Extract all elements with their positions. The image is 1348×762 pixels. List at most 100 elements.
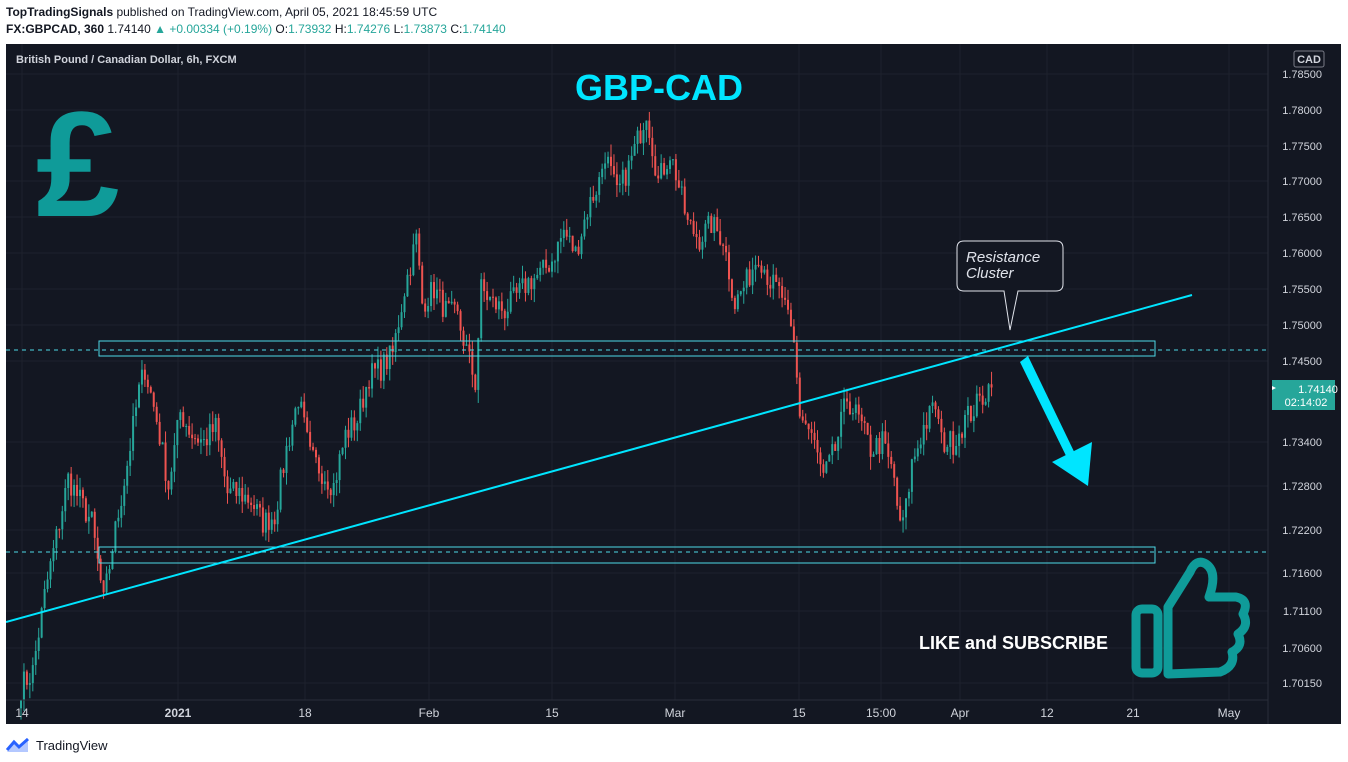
candle (261, 497, 264, 537)
candle (22, 663, 25, 712)
candle (135, 399, 138, 427)
candle (164, 431, 167, 493)
candle (840, 398, 843, 449)
candle (214, 414, 217, 442)
candle (300, 396, 303, 409)
y-tick-label: 1.71100 (1283, 606, 1322, 618)
candle (857, 396, 860, 424)
trend-line[interactable] (6, 294, 1193, 623)
candle (25, 669, 28, 690)
candle (654, 144, 657, 177)
candle (79, 477, 81, 508)
candle (291, 420, 294, 451)
y-tick-label: 1.77500 (1282, 141, 1322, 153)
candle (515, 282, 518, 302)
candle (539, 261, 542, 282)
candle (317, 454, 320, 482)
x-tick-label: 21 (1126, 706, 1140, 720)
candle (984, 398, 987, 406)
high-label: H: (334, 22, 347, 36)
chart-canvas[interactable]: Resistance Cluster GBP-CAD £ LIKE and SU… (6, 44, 1341, 724)
last-price: 1.74140 (107, 22, 151, 36)
candle (698, 229, 701, 252)
candle (382, 351, 385, 390)
candle (551, 253, 553, 278)
resistance-callout[interactable]: Resistance Cluster (956, 240, 1064, 331)
candle (556, 241, 559, 274)
y-tick-label: 1.75000 (1282, 320, 1322, 332)
candle (480, 273, 483, 342)
candle (347, 417, 350, 448)
candle (61, 505, 64, 540)
candles (20, 111, 993, 720)
candle (52, 539, 55, 572)
candle (893, 461, 896, 487)
candle (583, 211, 586, 240)
candle (701, 236, 704, 259)
candle (987, 382, 990, 408)
candle (76, 474, 79, 506)
candle (713, 214, 716, 242)
candle (663, 157, 666, 176)
candle (719, 218, 722, 246)
candle (81, 487, 84, 508)
candle (471, 341, 474, 388)
candle (851, 408, 854, 421)
candle (943, 427, 946, 454)
y-tick-label: 1.76000 (1282, 248, 1322, 260)
candle (250, 497, 253, 513)
candle (736, 290, 739, 312)
candle (981, 385, 984, 414)
candle (872, 451, 875, 457)
candle (138, 382, 140, 409)
candle (444, 292, 447, 318)
candle (695, 221, 698, 249)
like-subscribe-text[interactable]: LIKE and SUBSCRIBE (919, 633, 1108, 653)
candle (798, 372, 801, 419)
y-tick-label: 1.70150 (1282, 678, 1322, 690)
author-name[interactable]: TopTradingSignals (6, 5, 114, 19)
candle (934, 400, 937, 418)
candle (285, 437, 288, 485)
y-tick-label: 1.70600 (1282, 643, 1322, 655)
candle (64, 479, 67, 522)
candle (258, 500, 261, 517)
tradingview-logo-icon (6, 738, 29, 752)
candle (757, 255, 760, 268)
candle (105, 566, 108, 595)
candle (639, 123, 642, 144)
tradingview-brand[interactable]: TradingView (36, 737, 108, 753)
candle (916, 440, 919, 462)
candle (807, 423, 810, 440)
candle (123, 478, 126, 516)
candle (208, 413, 211, 456)
candle (149, 385, 152, 394)
candle (586, 214, 589, 229)
candle (329, 487, 332, 504)
candle (825, 461, 828, 474)
candle (376, 346, 379, 380)
candle (427, 297, 430, 319)
candle (424, 298, 427, 318)
candle (704, 219, 707, 248)
candle (412, 233, 415, 277)
candle (28, 673, 31, 699)
candle (781, 277, 784, 308)
candle (875, 435, 878, 455)
candle (952, 421, 955, 464)
candle (483, 272, 486, 302)
thumbs-up-icon[interactable] (1131, 557, 1251, 679)
candle (241, 476, 244, 513)
footer[interactable]: TradingView (6, 735, 108, 755)
resistance-zone[interactable] (98, 340, 1156, 357)
candle (666, 165, 669, 180)
support-zone[interactable] (98, 546, 1156, 564)
candle (972, 404, 975, 433)
candle (837, 436, 840, 461)
candle (831, 436, 834, 465)
candle (674, 153, 677, 191)
chart-area[interactable]: Resistance Cluster GBP-CAD £ LIKE and SU… (6, 44, 1341, 724)
candle (435, 277, 438, 305)
candle (595, 191, 598, 208)
drawings: Resistance Cluster GBP-CAD £ LIKE and SU… (6, 67, 1268, 679)
